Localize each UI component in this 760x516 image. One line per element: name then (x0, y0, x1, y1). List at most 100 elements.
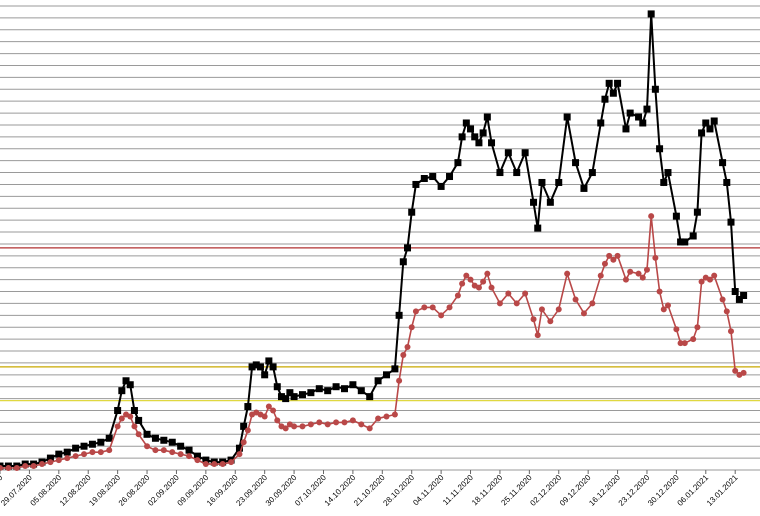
data-point (467, 125, 475, 133)
data-point (698, 129, 706, 137)
data-point (480, 278, 487, 285)
data-point (727, 328, 734, 335)
data-point (639, 274, 646, 281)
data-point (648, 213, 655, 220)
data-point (244, 403, 252, 411)
grid-lines (0, 5, 760, 471)
data-point (332, 383, 340, 391)
data-point (719, 159, 727, 167)
data-point (244, 427, 251, 434)
data-point (572, 159, 580, 167)
data-point (454, 159, 462, 167)
data-point (298, 391, 306, 399)
data-point (597, 272, 604, 279)
data-point (282, 395, 290, 403)
data-point (723, 178, 731, 186)
data-point (366, 425, 373, 432)
data-point (702, 119, 710, 127)
data-point (610, 256, 617, 263)
data-point (357, 387, 365, 395)
data-point (265, 357, 273, 365)
data-point (446, 304, 453, 311)
data-point (563, 113, 571, 121)
data-point (55, 457, 62, 464)
data-point (177, 442, 185, 450)
data-point (261, 413, 268, 420)
data-point (694, 324, 701, 331)
data-point (580, 184, 588, 192)
data-point (265, 403, 272, 410)
data-point (601, 95, 609, 103)
x-axis: 029.07.202005.08.202012.08.202019.08.202… (0, 470, 740, 508)
data-point (635, 113, 643, 121)
data-point (660, 178, 668, 186)
data-point (349, 417, 356, 424)
data-point (316, 419, 323, 426)
data-point (530, 198, 538, 206)
data-point (270, 407, 277, 414)
data-point (521, 149, 529, 157)
data-point (374, 377, 382, 385)
series-layer (0, 10, 748, 472)
data-point (589, 300, 596, 307)
data-point (228, 459, 235, 466)
data-point (408, 208, 416, 216)
data-point (513, 300, 520, 307)
data-point (538, 178, 546, 186)
data-point (89, 449, 96, 456)
data-point (513, 169, 521, 177)
data-point (656, 288, 663, 295)
data-point (421, 304, 428, 311)
data-point (81, 451, 88, 458)
data-point (467, 276, 474, 283)
data-point (727, 218, 735, 226)
data-point (307, 389, 315, 397)
data-point (219, 461, 226, 468)
data-point (462, 119, 470, 127)
data-point (605, 79, 613, 87)
data-point (122, 377, 130, 385)
data-point (131, 423, 138, 430)
data-point (30, 463, 37, 470)
data-point (333, 419, 340, 426)
data-point (664, 169, 672, 177)
data-point (651, 85, 659, 93)
data-point (732, 367, 739, 374)
data-point (601, 260, 608, 267)
data-point (282, 425, 289, 432)
data-point (22, 463, 29, 470)
data-point (437, 182, 445, 190)
data-point (130, 407, 138, 415)
data-point (252, 361, 260, 369)
data-point (88, 440, 96, 448)
data-point (710, 117, 718, 125)
data-point (273, 383, 281, 391)
data-point (505, 290, 512, 297)
data-point (324, 421, 331, 428)
data-point (269, 363, 277, 371)
data-point (383, 371, 391, 379)
data-point (622, 125, 630, 133)
data-point (13, 465, 20, 472)
data-point (475, 139, 483, 147)
data-point (740, 291, 748, 299)
data-point (0, 465, 3, 472)
data-point (160, 447, 167, 454)
data-point (144, 443, 151, 450)
data-point (609, 89, 617, 97)
data-point (719, 296, 726, 303)
data-point (391, 365, 399, 373)
data-point (475, 284, 482, 291)
data-point (496, 300, 503, 307)
data-point (261, 371, 269, 379)
data-point (106, 447, 113, 454)
data-point (698, 278, 705, 285)
data-point (672, 212, 680, 220)
data-point (340, 385, 348, 393)
data-point (126, 381, 134, 389)
data-point (97, 449, 104, 456)
data-point (547, 318, 554, 325)
data-point (606, 252, 613, 259)
data-point (63, 448, 71, 456)
data-point (723, 308, 730, 315)
